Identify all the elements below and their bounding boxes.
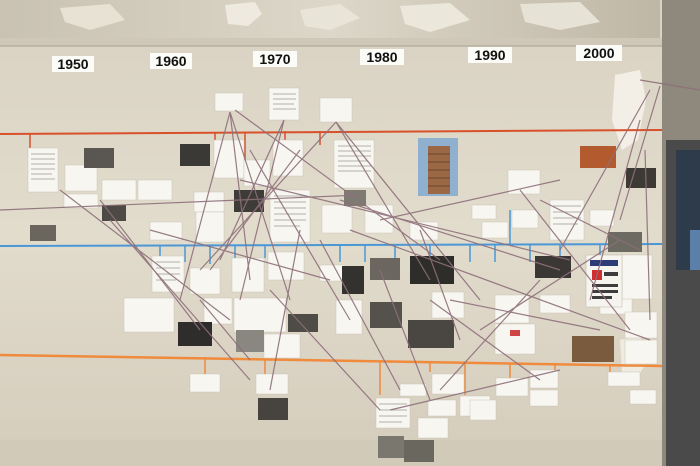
timeline-line-red <box>0 129 663 135</box>
year-label-1950: 1950 <box>57 56 88 72</box>
year-label-1980: 1980 <box>366 49 397 65</box>
photos <box>30 138 656 462</box>
year-label-1990: 1990 <box>474 47 505 63</box>
crown-molding <box>0 38 662 46</box>
note-text-lines <box>31 93 581 423</box>
peeling-paint-patch <box>60 4 125 30</box>
peeling-paint-patch <box>520 2 600 30</box>
year-label-2000: 2000 <box>583 45 614 61</box>
year-label-1960: 1960 <box>155 53 186 69</box>
peeling-paint-patch <box>225 2 262 26</box>
peeling-paint-patch <box>300 4 360 30</box>
year-label-1970: 1970 <box>259 51 290 67</box>
connecting-strings <box>0 79 700 411</box>
paper-notes <box>27 87 658 439</box>
year-labels: 1950 1960 1970 1980 1990 2000 <box>52 45 622 72</box>
peeling-paint-patch <box>400 3 470 32</box>
timeline-line-blue <box>0 243 663 247</box>
timeline-line-orange <box>0 353 663 368</box>
